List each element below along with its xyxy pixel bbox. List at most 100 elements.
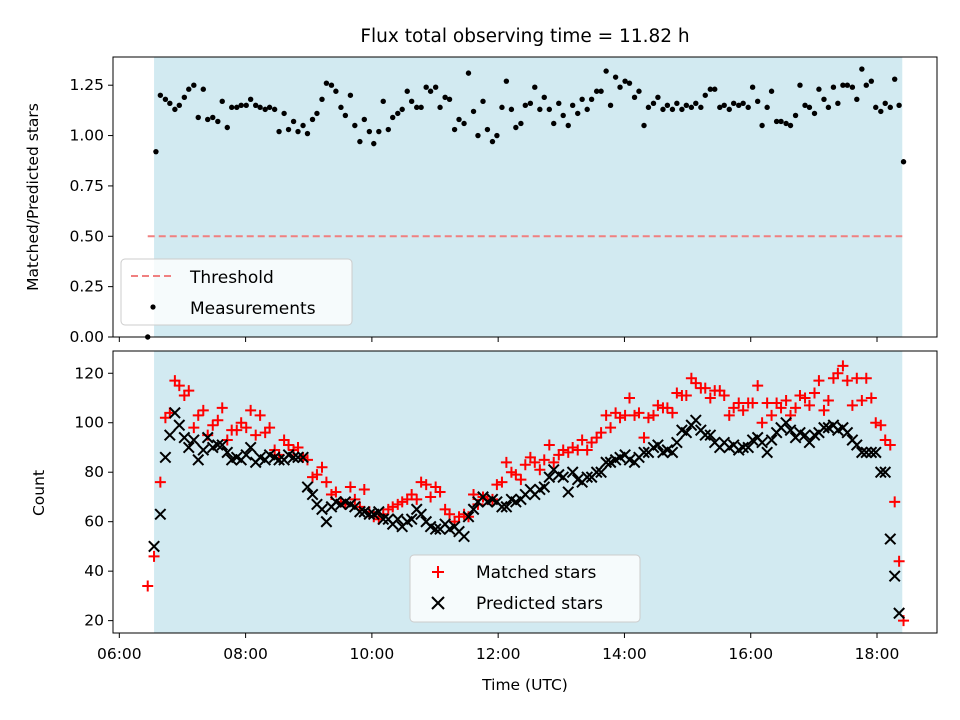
- matched-star-point: [865, 392, 877, 404]
- predicted-star-point: [704, 429, 717, 442]
- x-axis-label: Time (UTC): [481, 676, 568, 694]
- matched-star-point: [192, 409, 204, 421]
- predicted-star-point: [865, 446, 878, 459]
- measurement-point: [707, 86, 714, 92]
- matched-star-point: [344, 481, 356, 493]
- matched-star-point: [752, 380, 764, 392]
- top-legend: Threshold Measurements: [120, 258, 353, 326]
- measurement-point: [816, 86, 822, 92]
- x-tick-label: 10:00: [350, 645, 395, 663]
- matched-star-point: [444, 508, 456, 520]
- measurement-point: [247, 96, 254, 103]
- measurement-point: [465, 70, 472, 76]
- matched-star-point: [600, 409, 612, 421]
- predicted-star-point: [415, 508, 428, 521]
- measurement-point: [475, 132, 481, 139]
- measurement-point: [503, 78, 510, 84]
- top-y-tick-label: 0.50: [69, 227, 104, 245]
- matched-star-point: [301, 454, 313, 466]
- matched-star-point: [822, 394, 834, 406]
- matched-star-point: [614, 412, 626, 424]
- predicted-legend-swatch: [431, 596, 445, 610]
- measurement-point: [622, 78, 628, 84]
- predicted-star-point: [562, 486, 575, 498]
- matched-star-point: [519, 459, 531, 471]
- measurement-point: [830, 84, 837, 90]
- measurement-point: [484, 126, 491, 133]
- matched-star-point: [406, 488, 418, 500]
- measurement-point: [328, 82, 335, 88]
- predicted-star-point: [761, 446, 774, 459]
- predicted-star-point: [590, 466, 603, 479]
- matched-star-point: [680, 390, 692, 402]
- measurement-point: [840, 82, 846, 88]
- matched-star-point: [387, 501, 399, 513]
- measurement-point: [480, 98, 486, 105]
- predicted-star-point: [566, 466, 579, 479]
- measurement-point: [238, 102, 244, 109]
- measurement-point: [655, 94, 661, 100]
- predicted-star-point: [187, 434, 200, 446]
- matched-star-point: [510, 469, 522, 481]
- matched-star-point: [254, 409, 266, 421]
- measurement-point: [736, 102, 742, 109]
- measurement-point: [271, 106, 278, 113]
- measurement-point: [352, 122, 358, 129]
- measurement-point: [674, 100, 680, 107]
- predicted-star-point: [879, 466, 892, 479]
- star-count-panel: 20 40 60 80 100 120 06:00 08:00 10:00 12:00 14:00…: [30, 350, 938, 694]
- predicted-star-point: [670, 436, 683, 449]
- measurement-point: [314, 110, 320, 117]
- measurement-point: [418, 104, 424, 111]
- x-tick-label: 14:00: [602, 645, 647, 663]
- measurement-point: [446, 96, 453, 103]
- matched-star-point: [173, 380, 185, 392]
- measurement-point: [527, 100, 534, 107]
- predicted-star-point: [221, 446, 234, 459]
- measurement-point: [844, 82, 851, 88]
- measurement-point: [224, 124, 230, 131]
- predicted-star-point: [841, 426, 854, 439]
- measurement-point: [835, 100, 841, 107]
- matched-star-point: [756, 417, 768, 429]
- measurement-point: [257, 104, 263, 111]
- measurement-point: [631, 94, 638, 100]
- measurement-point: [229, 104, 235, 111]
- predicted-star-point: [680, 426, 693, 439]
- measurements-legend-label: Measurements: [190, 299, 316, 319]
- measurements-legend-swatch: [150, 304, 156, 310]
- matched-star-point: [320, 476, 332, 488]
- bottom-axes-frame: [112, 350, 938, 634]
- measurement-point: [825, 104, 832, 111]
- matched-star-point: [538, 454, 550, 466]
- predicted-star-point: [240, 448, 253, 461]
- matched-star-point: [647, 409, 659, 421]
- matched-star-point: [534, 464, 546, 476]
- measurement-point: [806, 104, 813, 111]
- measurement-point: [698, 104, 704, 111]
- measurement-point: [641, 122, 647, 129]
- measurement-point: [338, 104, 344, 111]
- predicted-star-point: [211, 439, 224, 451]
- predicted-star-point: [803, 436, 816, 449]
- matched-star-point: [737, 404, 749, 416]
- measurement-point: [887, 104, 893, 111]
- matched-star-point: [283, 439, 295, 451]
- matched-star-point: [240, 422, 252, 434]
- matched-star-point: [728, 402, 740, 414]
- matched-star-point: [605, 422, 617, 434]
- predicted-star-point: [818, 421, 830, 434]
- predicted-star-point: [699, 429, 712, 442]
- measurement-point: [854, 96, 860, 103]
- measurement-point: [513, 124, 519, 131]
- x-tick-label: 12:00: [476, 645, 521, 663]
- measurement-point: [432, 84, 439, 90]
- measurement-point: [508, 106, 515, 113]
- measurement-point: [470, 108, 477, 115]
- matched-star-point: [790, 402, 802, 414]
- matched-star-point: [500, 456, 512, 468]
- measurement-point: [499, 104, 505, 111]
- predicted-star-point: [391, 513, 404, 526]
- top-x-ticks: [118, 337, 878, 342]
- measurement-point: [863, 82, 869, 88]
